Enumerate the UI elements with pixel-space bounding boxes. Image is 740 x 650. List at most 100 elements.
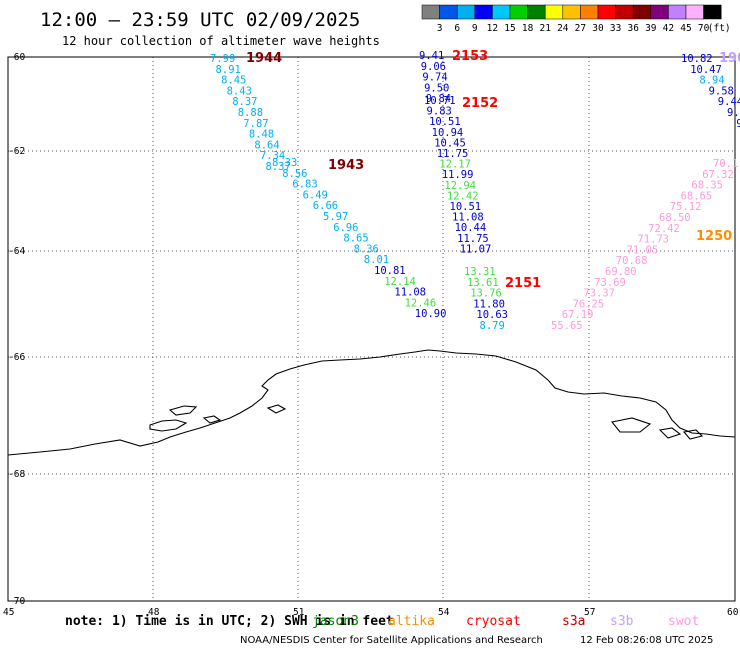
swh-value: 71.05 <box>627 244 659 256</box>
lon-label: 45 <box>3 607 14 618</box>
map-title: 12:00 – 23:59 UTC 02/09/2025 <box>40 9 360 31</box>
swh-value: 10.51 <box>450 201 482 213</box>
lon-label: 60 <box>727 607 739 618</box>
swh-value: 12.46 <box>405 297 437 309</box>
colorbar-swatch <box>492 4 511 20</box>
swh-value: 71.73 <box>637 234 669 246</box>
swh-value: 73.69 <box>594 277 626 289</box>
lat-label: -66 <box>8 352 25 363</box>
swh-value: 10.45 <box>434 137 466 149</box>
swh-value: 6.96 <box>333 222 358 234</box>
colorbar-swatch <box>597 4 616 20</box>
lat-label: -62 <box>8 146 25 157</box>
colorbar-tick-label: 39 <box>645 23 657 34</box>
swh-value: 9.50 <box>424 82 449 94</box>
swh-value: 13.31 <box>464 266 496 278</box>
swh-value: 68.35 <box>691 180 723 192</box>
pass-time-label: 2153 <box>452 49 488 64</box>
swh-value: 8.65 <box>343 233 368 245</box>
colorbar-unit: (ft) <box>708 23 731 34</box>
swh-value: 8.88 <box>238 107 263 119</box>
swh-value: 8.48 <box>249 129 274 141</box>
satellite-swot: swot <box>668 614 699 629</box>
colorbar-tick-label: 18 <box>522 23 534 34</box>
colorbar-tick-label: 12 <box>487 23 498 34</box>
pass-time-label: 1943 <box>328 158 364 173</box>
colorbar-swatch <box>456 4 476 20</box>
colorbar-swatch <box>580 4 599 20</box>
swh-value: 10.90 <box>415 308 447 320</box>
swh-value: 8.43 <box>227 85 252 97</box>
swh-value: 8.94 <box>699 75 724 87</box>
swh-value: 13.61 <box>467 277 499 289</box>
swh-value: 75.12 <box>670 201 702 213</box>
satellite-s3a: s3a <box>562 614 585 629</box>
track-2152: 10.719.8310.5110.9410.4511.7512.1711.991… <box>424 95 498 255</box>
swh-value: 8.37 <box>232 96 257 108</box>
swh-value: 73.37 <box>583 288 615 300</box>
swh-value: 8.33 <box>272 157 297 169</box>
swh-value: 9.41 <box>419 50 444 62</box>
swh-value: 9.83 <box>427 106 452 118</box>
swh-value: 8.56 <box>282 168 307 180</box>
swh-value: 70.1 <box>713 158 738 170</box>
pass-time-label: 1944 <box>246 51 282 66</box>
swh-value: 6.66 <box>313 200 338 212</box>
swh-value: 11.75 <box>457 233 489 245</box>
swh-value: 70.68 <box>616 255 648 267</box>
track-2153: 9.419.069.749.509.84 2153 <box>419 49 488 105</box>
swh-value: 11.99 <box>442 169 474 181</box>
colorbar-tick-label: 24 <box>557 23 569 34</box>
note-text: note: 1) Time is in UTC; 2) SWH is in fe… <box>65 614 394 629</box>
swh-value: 12.42 <box>447 190 479 202</box>
swh-value: 8.79 <box>480 320 505 332</box>
swh-value: 10.63 <box>476 309 508 321</box>
swh-value: 10.81 <box>374 265 406 277</box>
colorbar-swatch <box>703 4 722 20</box>
swh-value: 76.25 <box>573 298 605 310</box>
swh-value: 12.94 <box>444 180 476 192</box>
swh-value: 12.17 <box>439 159 471 171</box>
colorbar-swatch <box>685 4 704 20</box>
swh-value: 10.71 <box>424 95 456 107</box>
satellite-jason3: jason3 <box>312 614 359 629</box>
swh-value: 5.97 <box>323 211 348 223</box>
colorbar-tick-label: 27 <box>575 23 586 34</box>
swh-value: 7.87 <box>243 118 268 130</box>
track-1250: 70.167.3268.3568.6575.1268.5072.4271.737… <box>551 158 738 332</box>
colorbar-tick-label: 9 <box>472 23 478 34</box>
swh-value: 8.36 <box>354 243 379 255</box>
swh-value: 9.74 <box>422 72 447 84</box>
swh-value: 11.07 <box>460 243 492 255</box>
swh-value: 10.94 <box>432 127 464 139</box>
pass-time-label: 1250 <box>696 229 732 244</box>
colorbar-tick-label: 30 <box>592 23 604 34</box>
swh-value: 11.75 <box>437 148 469 160</box>
swh-value: 68.65 <box>681 190 713 202</box>
swh-value: 9.2 <box>727 107 740 119</box>
colorbar-swatch <box>632 4 652 20</box>
map-frame <box>7 56 736 602</box>
colorbar-swatch <box>509 4 528 20</box>
swh-value: 9.84 <box>426 93 451 105</box>
colorbar-legend: 3 6 9 12 15 18 21 24 27 30 33 36 39 42 45 70(ft) <box>421 4 731 34</box>
colorbar-swatch <box>668 4 687 20</box>
satellite-legend: jason3 altika cryosat s3a s3b swot <box>312 614 699 629</box>
swh-value: 8.91 <box>216 64 241 76</box>
track-1944: 7.998.918.458.438.378.887.878.488.647.34… <box>210 51 291 173</box>
colorbar-tick-label: 36 <box>627 23 639 34</box>
pass-time-label: 190 <box>719 51 740 66</box>
satellite-altika: altika <box>388 614 435 629</box>
swh-value: 7.99 <box>210 53 235 65</box>
swh-value: 9.44 <box>718 96 740 108</box>
swh-value: 13.76 <box>470 288 502 300</box>
swh-value: 10.82 <box>681 53 713 65</box>
swh-value: 72.42 <box>648 223 680 235</box>
lon-labels: 45 48 51 54 57 60 <box>3 607 739 618</box>
credit-org: NOAA/NESDIS Center for Satellite Applica… <box>240 635 543 646</box>
colorbar-swatch <box>544 4 564 20</box>
colorbar-swatch <box>527 4 546 20</box>
colorbar-tick-label: 33 <box>610 23 621 34</box>
